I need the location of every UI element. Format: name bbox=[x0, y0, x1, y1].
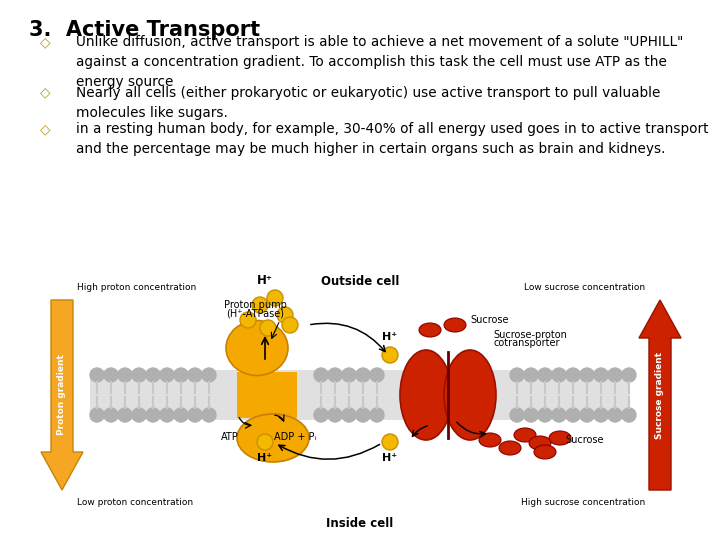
Circle shape bbox=[382, 347, 398, 363]
Text: Low proton concentration: Low proton concentration bbox=[77, 498, 193, 507]
Circle shape bbox=[566, 408, 580, 422]
Circle shape bbox=[267, 290, 283, 306]
Circle shape bbox=[260, 320, 276, 336]
Circle shape bbox=[510, 368, 524, 382]
Text: ◇: ◇ bbox=[40, 86, 50, 100]
Circle shape bbox=[90, 408, 104, 422]
Circle shape bbox=[118, 408, 132, 422]
Text: H⁺: H⁺ bbox=[257, 274, 273, 287]
Circle shape bbox=[314, 408, 328, 422]
Text: in a resting human body, for example, 30-40% of all energy used goes in to activ: in a resting human body, for example, 30… bbox=[76, 122, 708, 156]
Circle shape bbox=[580, 408, 594, 422]
Circle shape bbox=[342, 368, 356, 382]
Circle shape bbox=[104, 408, 118, 422]
Circle shape bbox=[277, 307, 293, 323]
Text: Unlike diffusion, active transport is able to achieve a net movement of a solute: Unlike diffusion, active transport is ab… bbox=[76, 35, 683, 89]
Circle shape bbox=[552, 408, 566, 422]
Circle shape bbox=[622, 408, 636, 422]
Circle shape bbox=[132, 408, 146, 422]
Ellipse shape bbox=[237, 414, 309, 462]
Circle shape bbox=[188, 408, 202, 422]
Circle shape bbox=[132, 368, 146, 382]
Text: Sucrose gradient: Sucrose gradient bbox=[655, 352, 665, 438]
Circle shape bbox=[538, 408, 552, 422]
Ellipse shape bbox=[549, 431, 571, 445]
Circle shape bbox=[252, 297, 268, 313]
Circle shape bbox=[510, 408, 524, 422]
Circle shape bbox=[328, 368, 342, 382]
Text: Proton gradient: Proton gradient bbox=[58, 355, 66, 435]
Circle shape bbox=[580, 368, 594, 382]
Circle shape bbox=[104, 368, 118, 382]
Text: High sucrose concentration: High sucrose concentration bbox=[521, 498, 645, 507]
Text: Low sucrose concentration: Low sucrose concentration bbox=[524, 283, 645, 292]
Text: Proton pump: Proton pump bbox=[224, 300, 287, 310]
Ellipse shape bbox=[529, 436, 551, 450]
Text: Sucrose: Sucrose bbox=[470, 315, 508, 325]
Bar bbox=[237, 372, 297, 418]
FancyArrow shape bbox=[639, 300, 681, 490]
Circle shape bbox=[328, 408, 342, 422]
Ellipse shape bbox=[444, 318, 466, 332]
Ellipse shape bbox=[400, 350, 452, 440]
Bar bbox=[90, 370, 630, 420]
Circle shape bbox=[146, 408, 160, 422]
Circle shape bbox=[608, 368, 622, 382]
Circle shape bbox=[174, 408, 188, 422]
Circle shape bbox=[282, 317, 298, 333]
Text: (H⁺-ATPase): (H⁺-ATPase) bbox=[226, 308, 284, 318]
FancyArrow shape bbox=[41, 300, 83, 490]
Circle shape bbox=[314, 368, 328, 382]
Circle shape bbox=[257, 434, 273, 450]
Text: H⁺: H⁺ bbox=[258, 453, 273, 463]
Text: ATP: ATP bbox=[221, 432, 239, 442]
Circle shape bbox=[160, 368, 174, 382]
Circle shape bbox=[594, 368, 608, 382]
Ellipse shape bbox=[514, 428, 536, 442]
Circle shape bbox=[524, 408, 538, 422]
Ellipse shape bbox=[226, 321, 288, 375]
Circle shape bbox=[608, 408, 622, 422]
Circle shape bbox=[160, 408, 174, 422]
Circle shape bbox=[188, 368, 202, 382]
Circle shape bbox=[174, 368, 188, 382]
Text: H⁺: H⁺ bbox=[382, 332, 397, 342]
Text: ◇: ◇ bbox=[40, 122, 50, 136]
Text: ADP + Pᵢ: ADP + Pᵢ bbox=[274, 432, 316, 442]
Ellipse shape bbox=[534, 445, 556, 459]
Circle shape bbox=[356, 408, 370, 422]
Circle shape bbox=[622, 368, 636, 382]
Text: cotransporter: cotransporter bbox=[493, 338, 559, 348]
Circle shape bbox=[342, 408, 356, 422]
Ellipse shape bbox=[479, 433, 501, 447]
Circle shape bbox=[146, 368, 160, 382]
Circle shape bbox=[202, 408, 216, 422]
Circle shape bbox=[382, 434, 398, 450]
Text: Outside cell: Outside cell bbox=[321, 275, 399, 288]
Circle shape bbox=[566, 368, 580, 382]
Circle shape bbox=[118, 368, 132, 382]
Text: ◇: ◇ bbox=[40, 35, 50, 49]
Circle shape bbox=[538, 368, 552, 382]
Text: Sucrose: Sucrose bbox=[565, 435, 603, 445]
Text: 3.  Active Transport: 3. Active Transport bbox=[29, 19, 260, 39]
Circle shape bbox=[370, 408, 384, 422]
Circle shape bbox=[552, 368, 566, 382]
Circle shape bbox=[356, 368, 370, 382]
Circle shape bbox=[594, 408, 608, 422]
Text: Sucrose-proton: Sucrose-proton bbox=[493, 330, 567, 340]
Ellipse shape bbox=[444, 350, 496, 440]
Ellipse shape bbox=[419, 323, 441, 337]
Text: Inside cell: Inside cell bbox=[326, 517, 394, 530]
Circle shape bbox=[370, 368, 384, 382]
Circle shape bbox=[240, 312, 256, 328]
Text: High proton concentration: High proton concentration bbox=[77, 283, 197, 292]
Text: H⁺: H⁺ bbox=[382, 453, 397, 463]
Text: Nearly all cells (either prokaryotic or eukaryotic) use active transport to pull: Nearly all cells (either prokaryotic or … bbox=[76, 86, 660, 120]
Circle shape bbox=[524, 368, 538, 382]
Circle shape bbox=[90, 368, 104, 382]
Circle shape bbox=[202, 368, 216, 382]
Ellipse shape bbox=[499, 441, 521, 455]
